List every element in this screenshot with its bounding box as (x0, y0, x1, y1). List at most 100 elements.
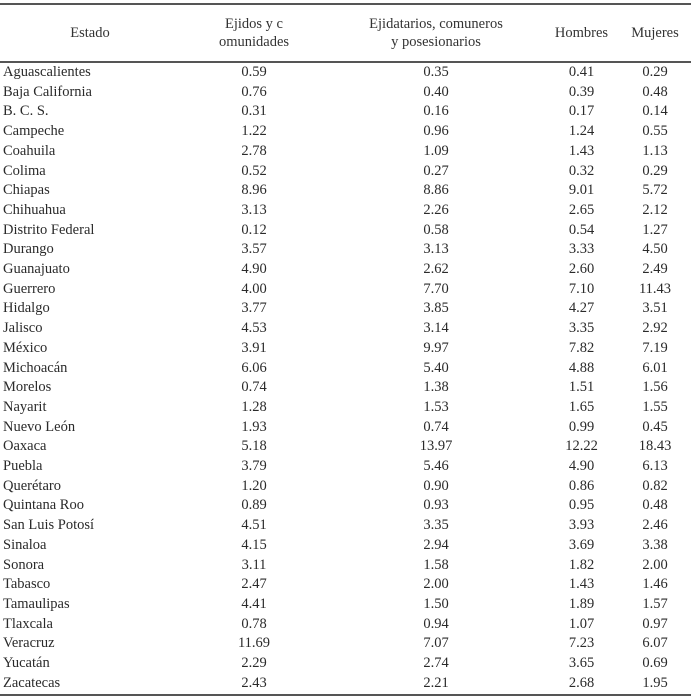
header-mujeres-text: Mujeres (631, 25, 679, 41)
cell-estado: Veracruz (3, 635, 55, 652)
cell-ejidos-comunidades: 11.69 (237, 635, 271, 652)
header-hombres-text: Hombres (554, 25, 609, 41)
table-row: Campeche 1.22 0.96 1.24 0.55 (0, 122, 691, 142)
cell-mujeres: 1.95 (642, 674, 668, 691)
cell-hombres: 1.89 (568, 595, 595, 612)
header-mujeres: Mujeres (619, 4, 691, 62)
cell-estado: Hidalgo (3, 300, 50, 317)
cell-ejidatarios: 1.09 (423, 142, 449, 159)
table-row: Veracruz 11.69 7.07 7.23 6.07 (0, 634, 691, 654)
table-row: Yucatán 2.29 2.74 3.65 0.69 (0, 654, 691, 674)
cell-hombres: 7.10 (568, 280, 595, 297)
cell-mujeres: 1.27 (642, 221, 668, 238)
cell-mujeres: 2.49 (642, 261, 668, 278)
cell-ejidos-comunidades: 4.90 (241, 261, 267, 278)
cell-ejidatarios: 2.00 (423, 576, 449, 593)
cell-estado: Nuevo León (3, 418, 76, 435)
cell-ejidos-comunidades: 0.78 (241, 615, 267, 632)
cell-ejidatarios: 5.40 (423, 359, 449, 376)
cell-ejidos-comunidades: 4.51 (241, 517, 267, 534)
cell-hombres: 4.90 (568, 458, 595, 475)
cell-hombres: 7.82 (568, 339, 595, 356)
cell-hombres: 4.88 (568, 359, 595, 376)
table-row: Guanajuato 4.90 2.62 2.60 2.49 (0, 260, 691, 280)
cell-ejidos-comunidades: 2.47 (241, 576, 267, 593)
cell-mujeres: 0.29 (642, 64, 668, 80)
cell-ejidos-comunidades: 1.28 (241, 398, 267, 415)
cell-estado: Querétaro (3, 477, 61, 494)
cell-hombres: 0.99 (568, 418, 595, 435)
table-row: Colima 0.52 0.27 0.32 0.29 (0, 162, 691, 182)
cell-ejidos-comunidades: 2.29 (241, 655, 267, 672)
cell-ejidos-comunidades: 2.78 (241, 142, 267, 159)
cell-estado: Durango (3, 241, 54, 258)
table-row: Sonora 3.11 1.58 1.82 2.00 (0, 556, 691, 576)
cell-mujeres: 1.13 (642, 142, 668, 159)
cell-estado: Colima (3, 162, 46, 179)
cell-mujeres: 0.69 (642, 655, 668, 672)
cell-hombres: 0.54 (568, 221, 595, 238)
cell-estado: Aguascalientes (3, 64, 91, 80)
table-row: Tabasco 2.47 2.00 1.43 1.46 (0, 575, 691, 595)
cell-ejidos-comunidades: 1.93 (241, 418, 267, 435)
header-ejidos-comunidades: Ejidos y c omunidades (180, 4, 328, 62)
cell-mujeres: 6.07 (642, 635, 668, 652)
cell-estado: Sinaloa (3, 536, 47, 553)
cell-ejidatarios: 2.62 (423, 261, 449, 278)
cell-mujeres: 2.00 (642, 556, 668, 573)
cell-estado: Distrito Federal (3, 221, 95, 238)
cell-ejidatarios: 0.93 (423, 497, 449, 514)
cell-ejidos-comunidades: 0.76 (241, 83, 267, 100)
cell-estado: Sonora (3, 556, 45, 573)
cell-estado: B. C. S. (3, 103, 49, 120)
cell-hombres: 2.65 (568, 201, 595, 218)
table-row: Tlaxcala 0.78 0.94 1.07 0.97 (0, 615, 691, 635)
cell-estado: Quintana Roo (3, 497, 84, 514)
cell-hombres: 12.22 (565, 438, 598, 455)
cell-mujeres: 1.56 (642, 379, 668, 396)
cell-ejidos-comunidades: 1.20 (241, 477, 267, 494)
cell-hombres: 1.65 (568, 398, 595, 415)
cell-ejidatarios: 0.90 (423, 477, 449, 494)
table-row: Guerrero 4.00 7.70 7.10 11.43 (0, 280, 691, 300)
cell-ejidos-comunidades: 0.31 (241, 103, 267, 120)
cell-mujeres: 5.72 (642, 182, 668, 199)
cell-mujeres: 1.57 (642, 595, 668, 612)
cell-mujeres: 0.45 (642, 418, 668, 435)
header-ejidatarios-line1: Ejidatarios, comuneros (369, 16, 503, 32)
cell-ejidatarios: 2.26 (423, 201, 449, 218)
cell-ejidatarios: 0.40 (423, 83, 449, 100)
cell-estado: Campeche (3, 123, 65, 140)
header-hombres: Hombres (544, 4, 619, 62)
cell-mujeres: 6.13 (642, 458, 668, 475)
cell-hombres: 3.65 (568, 655, 595, 672)
states-table: Estado Ejidos y c omunidades Ejidatarios… (0, 3, 691, 696)
cell-ejidos-comunidades: 1.22 (241, 123, 267, 140)
cell-mujeres: 0.97 (642, 615, 668, 632)
cell-mujeres: 1.55 (642, 398, 668, 415)
cell-ejidos-comunidades: 4.00 (241, 280, 267, 297)
table-row: Aguascalientes 0.59 0.35 0.41 0.29 (0, 62, 691, 83)
cell-ejidatarios: 2.21 (423, 674, 449, 691)
table-row: Morelos 0.74 1.38 1.51 1.56 (0, 378, 691, 398)
cell-ejidatarios: 9.97 (423, 339, 449, 356)
header-ejidos-line2: omunidades (218, 34, 290, 50)
table-row: Tamaulipas 4.41 1.50 1.89 1.57 (0, 595, 691, 615)
cell-hombres: 1.82 (568, 556, 595, 573)
cell-ejidatarios: 7.07 (423, 635, 449, 652)
table-row: Chihuahua 3.13 2.26 2.65 2.12 (0, 201, 691, 221)
cell-hombres: 1.43 (568, 576, 595, 593)
table-body: Aguascalientes 0.59 0.35 0.41 0.29 Baja Calif… (0, 62, 691, 695)
cell-ejidatarios: 7.70 (423, 280, 449, 297)
cell-mujeres: 3.38 (642, 536, 668, 553)
cell-estado: San Luis Potosí (3, 517, 95, 534)
cell-estado: Michoacán (3, 359, 68, 376)
cell-estado: Chiapas (3, 182, 50, 199)
cell-ejidatarios: 1.38 (423, 379, 449, 396)
table-row: Jalisco 4.53 3.14 3.35 2.92 (0, 319, 691, 339)
table-row: Hidalgo 3.77 3.85 4.27 3.51 (0, 299, 691, 319)
cell-ejidos-comunidades: 5.18 (241, 438, 267, 455)
cell-hombres: 0.41 (568, 64, 595, 80)
cell-ejidatarios: 0.58 (423, 221, 449, 238)
cell-ejidatarios: 0.96 (423, 123, 449, 140)
